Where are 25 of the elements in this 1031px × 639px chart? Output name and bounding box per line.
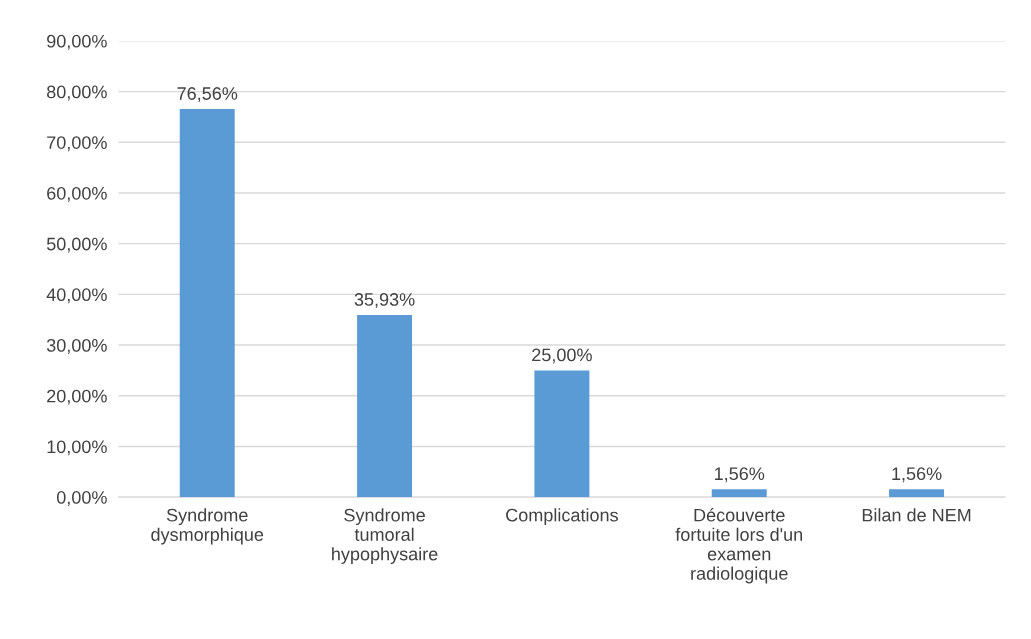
bar bbox=[889, 489, 945, 498]
y-tick-label: 70,00% bbox=[47, 136, 107, 152]
y-tick-label: 90,00% bbox=[47, 34, 107, 50]
bar bbox=[357, 315, 413, 498]
data-label: 1,56% bbox=[892, 467, 942, 483]
x-tick-label: Bilan de NEM bbox=[862, 508, 971, 522]
y-tick-label: 80,00% bbox=[47, 85, 107, 101]
y-tick-label: 60,00% bbox=[47, 186, 107, 202]
data-label: 1,56% bbox=[715, 467, 765, 483]
x-tick-label: Syndrome dysmorphique bbox=[151, 508, 264, 545]
data-label: 76,56% bbox=[177, 87, 238, 103]
x-tick-label: Complications bbox=[506, 508, 618, 526]
y-tick-label: 20,00% bbox=[47, 389, 107, 405]
x-tick-label: Syndrome tumoral hypophysaire bbox=[332, 508, 438, 564]
y-tick-label: 40,00% bbox=[46, 288, 107, 304]
bar bbox=[711, 489, 767, 498]
y-tick-label: 50,00% bbox=[46, 237, 107, 253]
data-label: 25,00% bbox=[532, 348, 592, 364]
y-tick-label: 0,00% bbox=[56, 491, 107, 506]
y-tick-label: 10,00% bbox=[47, 440, 107, 456]
data-label: 35,93% bbox=[354, 293, 415, 309]
x-tick-label: Découverte fortuite lors d'un examen radiologique bbox=[675, 508, 803, 584]
bar bbox=[534, 370, 590, 498]
y-tick-label: 30,00% bbox=[46, 338, 107, 354]
bar bbox=[179, 109, 235, 498]
